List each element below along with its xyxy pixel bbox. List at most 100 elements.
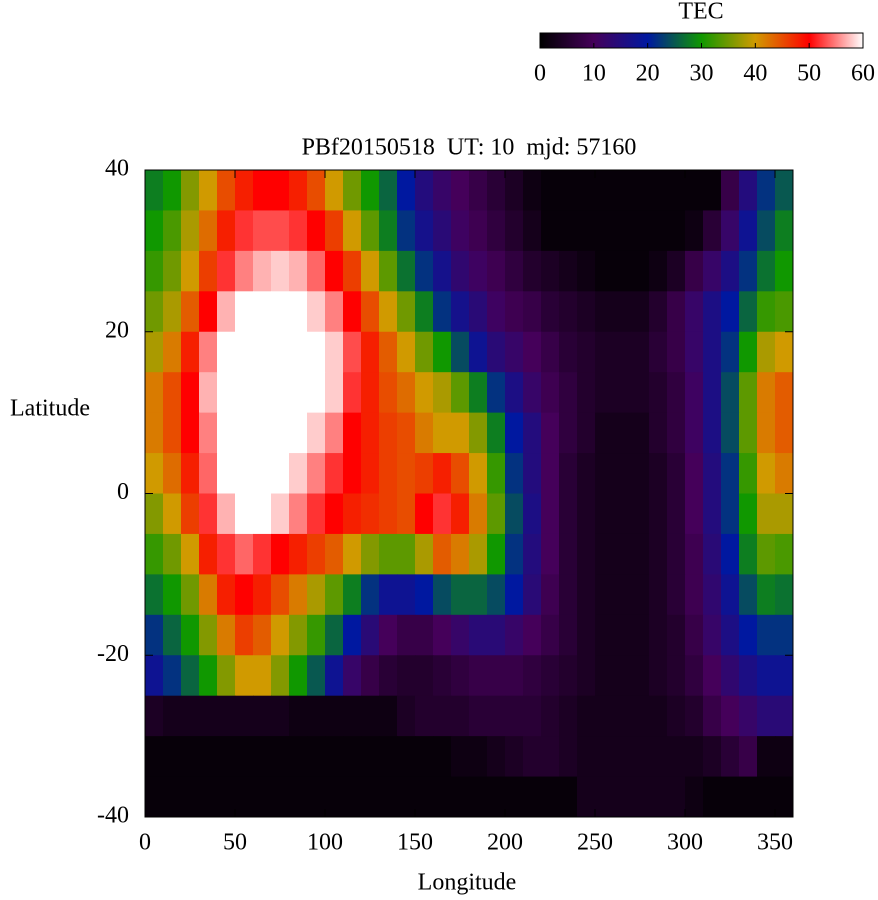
- heatmap-cell: [757, 412, 776, 454]
- heatmap-cell: [523, 493, 542, 535]
- heatmap-cell: [163, 453, 182, 494]
- heatmap-cell: [487, 736, 506, 778]
- colorbar-tick-label: 60: [851, 61, 875, 87]
- heatmap-cell: [181, 574, 200, 616]
- heatmap-cell: [649, 493, 668, 535]
- heatmap-cell: [667, 776, 686, 818]
- heatmap-cell: [577, 695, 596, 737]
- heatmap-cell: [451, 331, 470, 373]
- heatmap-cell: [199, 695, 218, 737]
- heatmap-cell: [235, 574, 254, 616]
- heatmap-cell: [289, 291, 308, 333]
- heatmap-cell: [361, 574, 380, 616]
- heatmap-cell: [343, 210, 362, 252]
- heatmap-cell: [685, 533, 704, 575]
- heatmap-cell: [649, 776, 668, 818]
- heatmap-cell: [595, 574, 614, 616]
- heatmap-cell: [163, 655, 182, 697]
- heatmap-cell: [307, 614, 326, 656]
- heatmap-cell: [469, 695, 488, 737]
- heatmap-cell: [703, 695, 722, 737]
- heatmap-cell: [397, 574, 416, 616]
- heatmap-cell: [361, 453, 380, 494]
- heatmap-cell: [559, 614, 578, 656]
- heatmap-cell: [721, 614, 740, 656]
- chart-title: PBf20150518 UT: 10 mjd: 57160: [302, 135, 637, 161]
- heatmap-cell: [145, 533, 164, 575]
- heatmap-cell: [559, 453, 578, 494]
- heatmap-cell: [289, 614, 308, 656]
- heatmap-cell: [775, 453, 794, 494]
- heatmap-cell: [235, 210, 254, 252]
- heatmap-cell: [307, 331, 326, 373]
- heatmap-cell: [289, 776, 308, 818]
- heatmap-cell: [361, 614, 380, 656]
- heatmap-cell: [397, 614, 416, 656]
- heatmap-cell: [343, 412, 362, 454]
- heatmap-cell: [487, 695, 506, 737]
- heatmap-cell: [379, 695, 398, 737]
- heatmap-cell: [163, 170, 182, 211]
- heatmap-cell: [361, 372, 380, 414]
- heatmap-cell: [343, 331, 362, 373]
- heatmap-cell: [577, 372, 596, 414]
- heatmap-cell: [487, 250, 506, 292]
- heatmap-cell: [181, 453, 200, 494]
- heatmap-cell: [397, 291, 416, 333]
- heatmap-cell: [379, 250, 398, 292]
- y-tick-label: 0: [117, 479, 129, 505]
- heatmap-cell: [433, 210, 452, 252]
- heatmap-cell: [235, 170, 254, 211]
- heatmap-cell: [595, 655, 614, 697]
- heatmap-cell: [343, 291, 362, 333]
- heatmap-cell: [757, 250, 776, 292]
- y-tick-label: -20: [97, 641, 129, 667]
- heatmap-cell: [595, 372, 614, 414]
- heatmap-cell: [685, 412, 704, 454]
- heatmap-cell: [595, 736, 614, 778]
- heatmap-cell: [343, 655, 362, 697]
- heatmap-cell: [505, 655, 524, 697]
- heatmap-cell: [775, 695, 794, 737]
- heatmap-cell: [325, 533, 344, 575]
- heatmap-cell: [505, 776, 524, 818]
- colorbar-tick-label: 10: [582, 61, 606, 87]
- heatmap-cell: [631, 170, 650, 211]
- heatmap-cell: [325, 493, 344, 535]
- heatmap-cell: [667, 453, 686, 494]
- heatmap-cell: [775, 574, 794, 616]
- heatmap-cell: [325, 412, 344, 454]
- heatmap-cell: [415, 736, 434, 778]
- heatmap-cell: [667, 614, 686, 656]
- heatmap-cell: [451, 614, 470, 656]
- heatmap-cell: [289, 695, 308, 737]
- heatmap-cell: [595, 331, 614, 373]
- heatmap-cell: [415, 170, 434, 211]
- heatmap-cell: [667, 695, 686, 737]
- x-tick-label: 0: [139, 830, 151, 856]
- heatmap-cell: [199, 614, 218, 656]
- heatmap-cell: [253, 736, 272, 778]
- heatmap-cell: [739, 736, 758, 778]
- heatmap-cell: [649, 250, 668, 292]
- heatmap-cell: [469, 776, 488, 818]
- heatmap-cell: [325, 291, 344, 333]
- heatmap-cell: [379, 776, 398, 818]
- heatmap-cell: [397, 736, 416, 778]
- heatmap-cell: [289, 331, 308, 373]
- heatmap-cell: [739, 170, 758, 211]
- heatmap-cell: [559, 372, 578, 414]
- heatmap-cell: [649, 291, 668, 333]
- heatmap-cell: [613, 736, 632, 778]
- heatmap-cell: [541, 574, 560, 616]
- heatmap-cell: [343, 372, 362, 414]
- heatmap-cell: [559, 655, 578, 697]
- heatmap-cell: [613, 412, 632, 454]
- heatmap-cell: [253, 291, 272, 333]
- heatmap-cell: [775, 533, 794, 575]
- heatmap-cell: [487, 655, 506, 697]
- heatmap-cell: [721, 776, 740, 818]
- heatmap-cell: [307, 453, 326, 494]
- heatmap-cell: [721, 574, 740, 616]
- heatmap-cell: [667, 170, 686, 211]
